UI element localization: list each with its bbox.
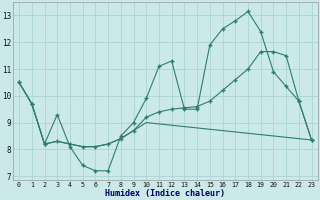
X-axis label: Humidex (Indice chaleur): Humidex (Indice chaleur) xyxy=(105,189,225,198)
